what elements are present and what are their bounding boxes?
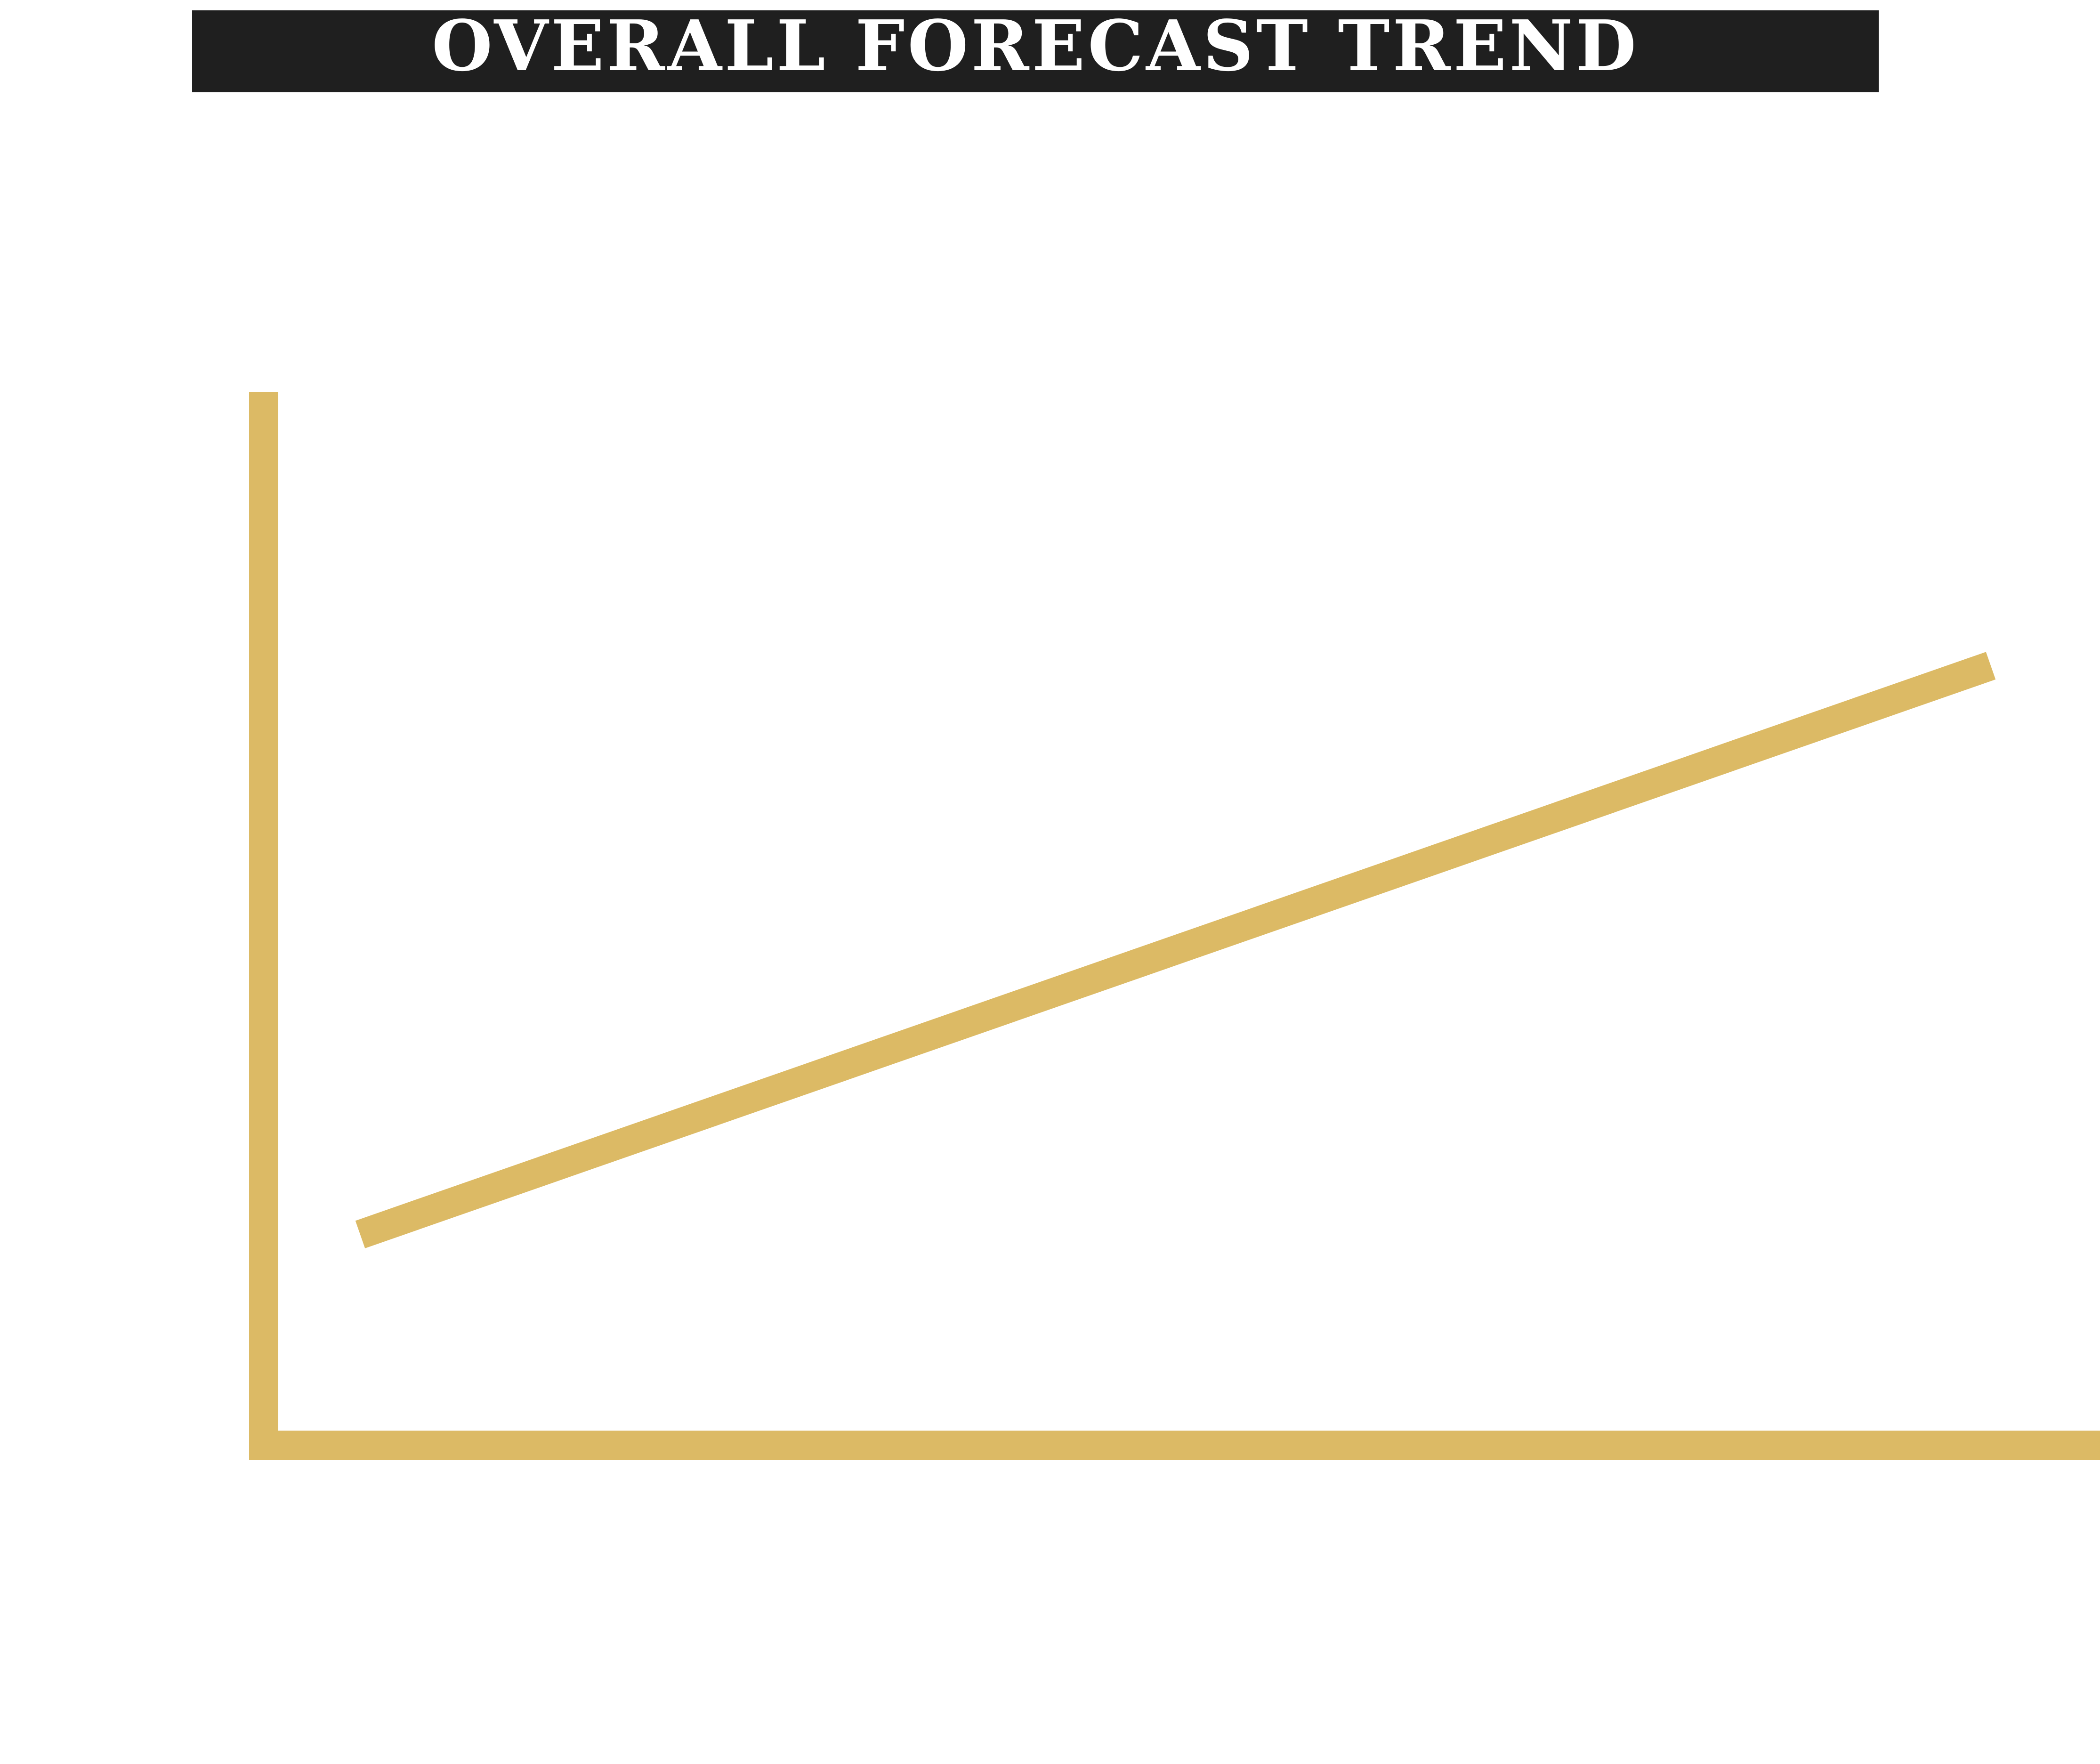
axis-lines (249, 392, 2100, 1460)
series-layer (355, 652, 1996, 1248)
chart-title-bar: OVERALL FORECAST TREND (192, 10, 1879, 92)
chart-title: OVERALL FORECAST TREND (432, 5, 1639, 87)
trend-line (355, 652, 1996, 1248)
axes (249, 392, 2100, 1460)
